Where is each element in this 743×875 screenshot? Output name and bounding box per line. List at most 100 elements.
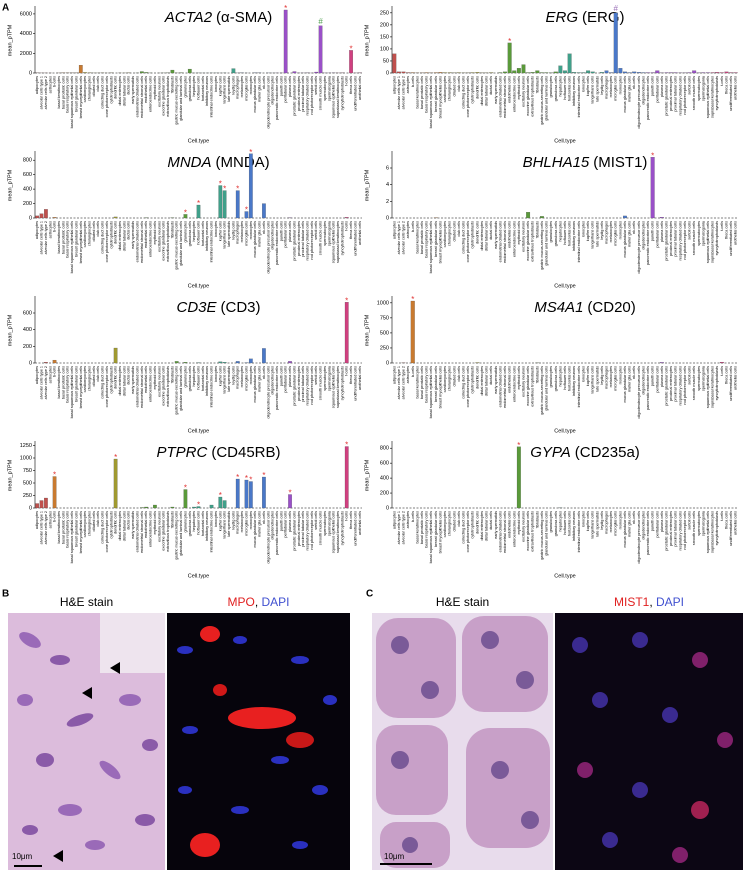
x-tick-label: breast glandular cells [434,76,438,112]
bar [222,190,227,219]
x-tick-label: endothelial cells [508,76,512,103]
chart-title: GYPA (CD235a) [530,444,640,461]
y-tick-label: 150 [380,34,389,40]
bar [52,476,57,509]
x-tick-label: enteroendocrine cells [149,221,153,257]
x-tick-label: smooth muscle cells [319,511,323,545]
x-tick-label: club cells [96,221,100,237]
x-tick-label: kupffer cells [586,511,590,531]
bar [113,347,118,364]
x-tick-label: horizontal cells [201,366,205,391]
x-tick-label: nk-cells [632,366,636,379]
x-tick-label: exocrine glandular cells [526,221,530,261]
title-protein: (MIST1) [593,154,647,171]
x-tick-label: urothelial cells [358,511,362,535]
x-tick-label: plasma cells [660,221,664,242]
annotation: * [345,441,348,450]
x-tick-label: basal squamous epithelial cells [429,221,433,273]
x-tick-label: oligodendrocytes [641,511,645,540]
x-tick-label: hepatocytes [558,221,562,242]
bar [410,300,415,364]
x-tick-label: t-cells [720,76,724,86]
x-tick-label: syncytiotrophoblasts [715,366,719,401]
x-tick-label: spermatogonia [701,510,705,536]
x-tick-label: basal prostatic cells [61,366,65,399]
bar [344,446,349,509]
x-tick-label: basal squamous epithelial cells [429,511,433,563]
x-tick-label: early spermatids [131,511,135,539]
x-tick-label: oligodendrocytes [271,76,275,105]
x-tick-label: endometrial stromal cells [503,366,507,408]
chart-title: CD3E (CD3) [176,299,260,316]
x-tick-label: plasma cells [288,511,292,532]
x-tick-label: syncytiotrophoblasts [340,511,344,546]
x-tick-label: distal enterocytes [480,76,484,106]
x-tick-label: endometrial ciliated cells [498,76,502,117]
bar [318,25,323,74]
x-tick-label: breast glandular cells [434,511,438,547]
x-tick-label: spermatocytes [697,76,701,101]
annotation: * [184,208,187,217]
bar [636,72,641,74]
x-tick-label: theca cells [724,511,728,529]
x-tick-label: basal prostatic cells [420,511,424,544]
x-tick-label: muller glia cells [258,366,262,392]
x-tick-label: macrophages [605,511,609,534]
x-tick-label: microglial cells [614,366,618,391]
x-tick-label: b-cells [411,221,415,232]
x-tick-label: intestinal endocrine cells [210,76,214,117]
x-tick-label: dendritic cells [114,221,118,244]
y-axis-label: mean_pTPM [364,459,370,491]
x-tick-label: astrocytes [48,76,52,93]
x-tick-label: leydig cells [231,511,235,530]
x-tick-label: distal tubular cells [485,366,489,396]
y-tick-label: 0 [29,360,32,366]
x-tick-label: late spermatids [595,511,599,537]
x-tick-label: theca cells [724,221,728,239]
bar [235,361,240,364]
x-tick-label: squamous epithelial cells [706,511,710,553]
x-tick-label: alveolar cells type 1 [397,221,401,254]
x-tick-label: cardiomyocytes [443,76,447,102]
x-tick-label: cytotrophoblasts [109,511,113,539]
x-tick-label: basal squamous epithelial cells [429,366,433,418]
bar [44,209,48,219]
x-tick-label: rod photoreceptor cells [310,221,314,260]
x-tick-label: melanocytes [609,511,613,532]
x-tick-label: nk-cells [632,511,636,524]
x-tick-label: erythroid cells [153,511,157,535]
x-tick-label: smooth muscle cells [692,221,696,255]
x-tick-label: adipocytes [35,221,39,239]
title-protein: (CD20) [587,299,635,316]
bar [44,362,48,364]
x-tick-label: gastric mucus-secreting cells [175,76,179,125]
x-tick-label: oligodendrocyte precursor cells [637,221,641,274]
x-tick-label: kupffer cells [586,221,590,241]
x-tick-label: erythroid cells [153,76,157,100]
x-tick-label: proximal tubular cells [674,76,678,112]
x-tick-label: mucus glandular cells [623,366,627,403]
x-tick-label: ciliated cells [452,511,456,532]
title-protein: (ERG) [582,9,625,26]
x-tick-label: distal enterocytes [118,511,122,541]
x-tick-label: leydig cells [600,511,604,530]
x-tick-label: collecting duct cells [462,366,466,399]
bar [503,71,507,74]
chart-title: BHLHA15 (MIST1) [523,154,648,171]
x-tick-label: proximal tubular cells [674,511,678,547]
x-tick-label: muller glia cells [258,511,262,537]
x-tick-label: b-cells [53,511,57,522]
bar [659,362,664,364]
x-tick-label: collecting duct cells [462,221,466,254]
fluorescence-image-c [555,613,743,870]
bar [231,68,236,74]
x-tick-label: theca cells [349,76,353,94]
y-tick-label: 200 [23,344,32,350]
y-tick-label: 0 [386,70,389,76]
x-tick-label: cardiomyocytes [83,511,87,537]
x-tick-label: distal enterocytes [480,366,484,396]
x-tick-label: granulosa cells [188,76,192,101]
x-tick-label: alveolar cells type 1 [397,511,401,544]
y-tick-label: 250 [380,10,389,16]
x-tick-label: nk-cells [262,221,266,234]
